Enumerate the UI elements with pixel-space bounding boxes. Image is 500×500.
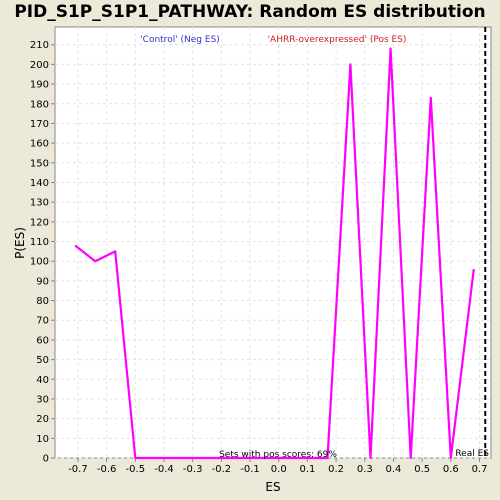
x-tick-label: 0.0 [271, 464, 287, 475]
x-tick-label: 0.7 [472, 464, 488, 475]
x-tick-label: 0.6 [443, 464, 459, 475]
y-tick-label: 100 [30, 257, 49, 268]
y-tick-label: 160 [30, 139, 49, 150]
x-tick-label: -0.3 [183, 464, 203, 475]
y-tick-label: 30 [36, 394, 49, 405]
y-axis-label: P(ES) [13, 227, 27, 259]
y-tick-label: 40 [36, 375, 49, 386]
y-tick-label: 80 [36, 296, 49, 307]
x-tick-label: 0.2 [328, 464, 344, 475]
x-tick-label: 0.5 [414, 464, 430, 475]
real-es-label: Real ES [455, 449, 489, 459]
y-tick-label: 200 [30, 60, 49, 71]
pos-es-label: 'AHRR-overexpressed' (Pos ES) [268, 35, 407, 45]
pos-scores-label: Sets with pos scores: 69% [219, 450, 337, 460]
series-layer [74, 47, 475, 460]
y-tick-label: 170 [30, 119, 49, 130]
es-distribution-line [74, 47, 475, 460]
x-tick-label: 0.1 [299, 464, 315, 475]
x-tick-label: 0.4 [386, 464, 402, 475]
y-tick-label: 60 [36, 335, 49, 346]
x-tick-label: -0.5 [126, 464, 146, 475]
y-tick-label: 20 [36, 414, 49, 425]
chart-title: PID_S1P_S1P1_PATHWAY: Random ES distribu… [14, 2, 486, 22]
plot-area [54, 26, 492, 459]
y-tick-label: 140 [30, 178, 49, 189]
y-tick-label: 50 [36, 355, 49, 366]
x-tick-label: -0.1 [240, 464, 260, 475]
y-tick-label: 150 [30, 158, 49, 169]
y-tick-label: 180 [30, 99, 49, 110]
y-tick-label: 120 [30, 217, 49, 228]
x-tick-label: 0.3 [357, 464, 373, 475]
neg-es-label: 'Control' (Neg ES) [140, 35, 220, 45]
x-tick-label: -0.6 [97, 464, 117, 475]
x-axis-label: ES [265, 480, 280, 494]
y-tick-label: 70 [36, 316, 49, 327]
x-tick-label: -0.7 [68, 464, 88, 475]
y-tick-label: 210 [30, 40, 49, 51]
y-tick-label: 10 [36, 434, 49, 445]
y-tick-label: 130 [30, 198, 49, 209]
x-tick-label: -0.2 [212, 464, 232, 475]
y-tick-label: 0 [43, 454, 49, 465]
y-tick-label: 110 [30, 237, 49, 248]
x-tick-label: -0.4 [154, 464, 174, 475]
y-tick-label: 190 [30, 80, 49, 91]
y-tick-label: 90 [36, 276, 49, 287]
axis-ticks: 0 10 20 30 40 50 60 70 80 90 100 110 120 130 140 150 160… [30, 40, 488, 475]
